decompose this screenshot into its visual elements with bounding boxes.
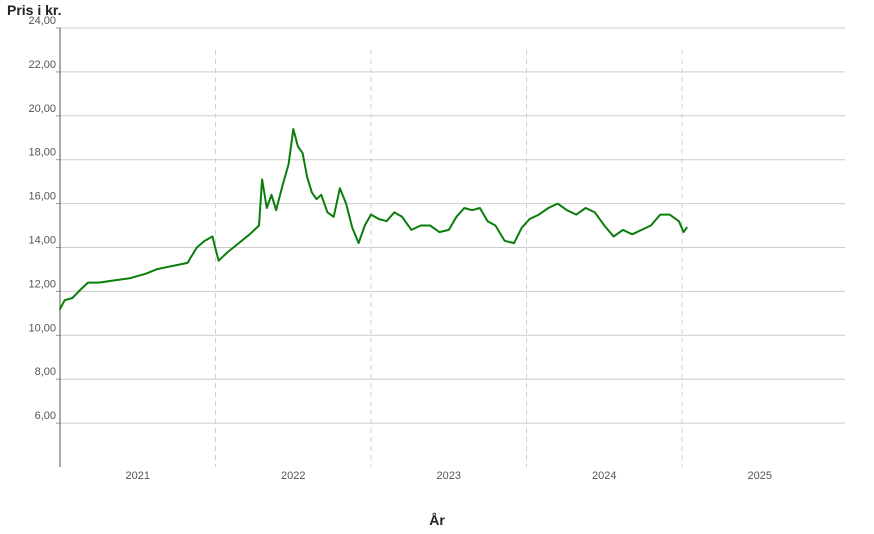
y-tick-label: 22,00 (28, 59, 56, 71)
x-axis-label: År (429, 512, 445, 528)
y-tick-label: 16,00 (28, 191, 56, 203)
y-tick-label: 12,00 (28, 278, 56, 290)
x-tick-label: 2024 (592, 470, 616, 482)
y-tick-label: 8,00 (35, 366, 56, 378)
y-axis-label: Pris i kr. (7, 2, 62, 18)
x-tick-label: 2021 (126, 470, 150, 482)
y-tick-label: 10,00 (28, 322, 56, 334)
x-tick-label: 2025 (748, 470, 772, 482)
y-tick-label: 18,00 (28, 147, 56, 159)
x-tick-label: 2023 (437, 470, 461, 482)
y-tick-label: 24,00 (28, 15, 56, 27)
x-tick-label: 2022 (281, 470, 305, 482)
price-series-line (59, 128, 688, 310)
y-tick-label: 14,00 (28, 235, 56, 247)
y-tick-label: 20,00 (28, 103, 56, 115)
y-tick-label: 6,00 (35, 410, 56, 422)
